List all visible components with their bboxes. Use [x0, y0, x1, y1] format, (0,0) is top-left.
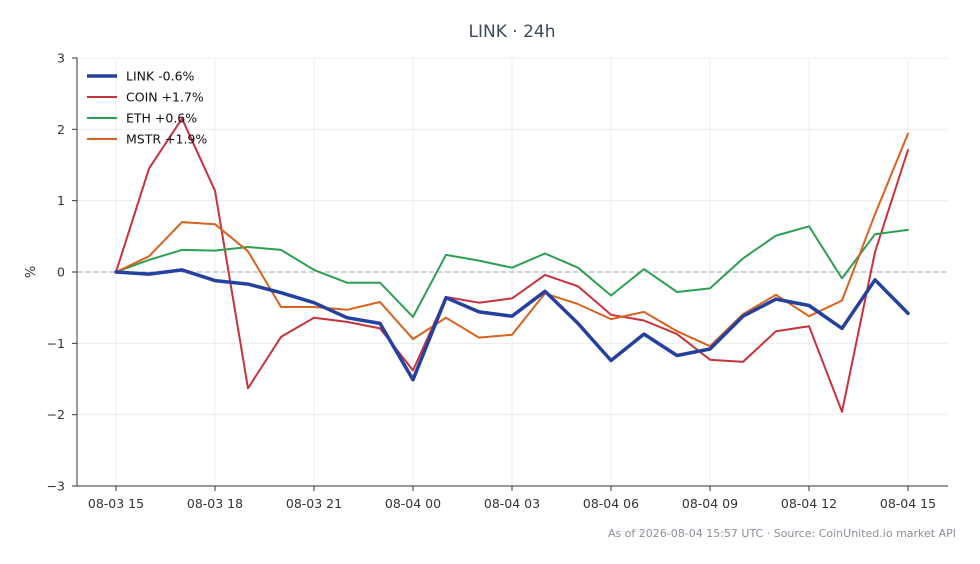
y-tick-label: −2 [47, 407, 65, 422]
y-tick-label: 3 [57, 51, 65, 66]
x-axis-ticks: 08-03 15 08-03 18 08-03 21 08-04 00 08-04 03… [88, 486, 936, 511]
series-line-0 [114, 268, 910, 382]
x-tick-label: 08-04 06 [583, 496, 639, 511]
x-tick-label: 08-03 21 [286, 496, 342, 511]
series-line-1 [115, 117, 909, 413]
x-tick-label: 08-04 12 [781, 496, 837, 511]
series-line-2 [115, 225, 909, 318]
y-tick-label: −1 [47, 336, 65, 351]
x-tick-label: 08-04 09 [682, 496, 738, 511]
x-tick-label: 08-03 18 [187, 496, 243, 511]
y-axis-label: % [24, 266, 39, 278]
series-line-3 [115, 132, 909, 348]
y-axis-ticks: 3 2 1 0 −1 −2 −3 [47, 51, 77, 494]
x-tick-label: 08-04 00 [385, 496, 441, 511]
y-tick-label: 2 [57, 122, 65, 137]
legend: LINK -0.6% COIN +1.7% ETH +0.6% MSTR +1.9% [87, 69, 207, 147]
y-tick-label: 0 [57, 265, 65, 280]
legend-label: LINK -0.6% [126, 69, 195, 84]
x-tick-label: 08-03 15 [88, 496, 144, 511]
x-tick-label: 08-04 15 [880, 496, 936, 511]
legend-label: MSTR +1.9% [126, 132, 207, 147]
y-tick-label: −3 [47, 479, 65, 494]
legend-label: COIN +1.7% [126, 90, 204, 105]
y-tick-label: 1 [57, 193, 65, 208]
x-tick-label: 08-04 03 [484, 496, 540, 511]
chart-title: LINK · 24h [469, 22, 556, 42]
legend-label: ETH +0.6% [126, 111, 197, 126]
series-lines [114, 117, 910, 413]
source-footer: As of 2026-08-04 15:57 UTC · Source: Coi… [608, 527, 956, 540]
